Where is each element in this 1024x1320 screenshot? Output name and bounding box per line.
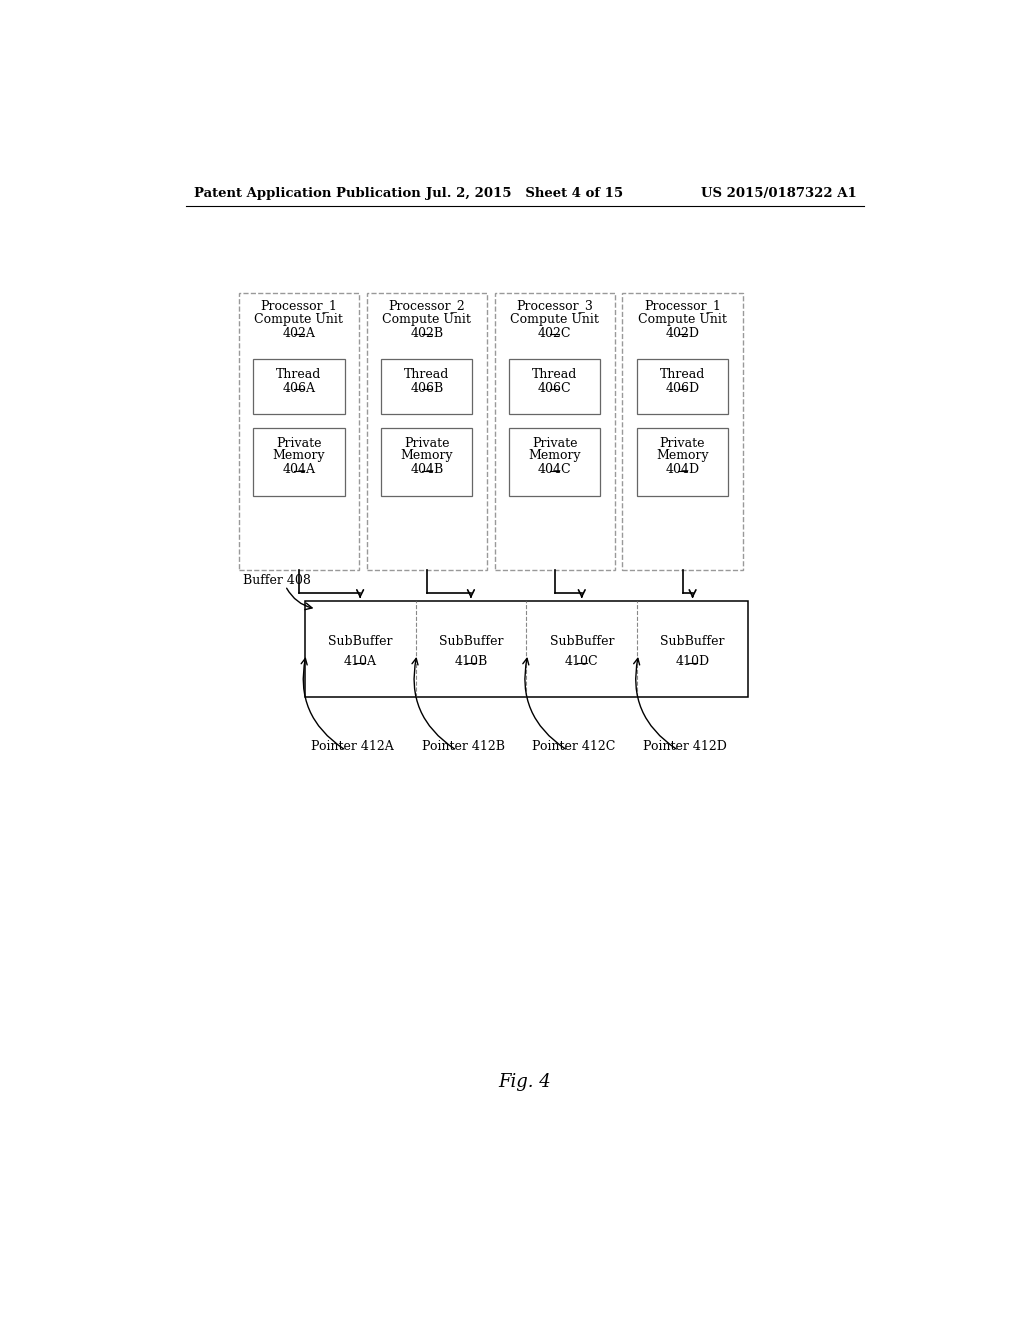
Text: 402D: 402D — [666, 327, 699, 341]
Text: Compute Unit: Compute Unit — [382, 313, 471, 326]
Bar — [253, 359, 345, 414]
Text: Pointer 412A: Pointer 412A — [311, 739, 394, 752]
Text: Thread: Thread — [404, 368, 450, 381]
Text: 402C: 402C — [538, 327, 571, 341]
Text: Thread: Thread — [276, 368, 322, 381]
Text: 402A: 402A — [283, 327, 315, 341]
Text: US 2015/0187322 A1: US 2015/0187322 A1 — [700, 187, 856, 199]
Bar — [239, 293, 359, 570]
Text: Pointer 412B: Pointer 412B — [422, 739, 505, 752]
Bar — [623, 293, 742, 570]
Text: Pointer 412D: Pointer 412D — [643, 739, 727, 752]
Bar — [509, 428, 600, 496]
Text: Processor_3: Processor_3 — [516, 300, 593, 313]
Text: 406C: 406C — [538, 381, 571, 395]
Text: SubBuffer: SubBuffer — [438, 635, 503, 648]
Text: Jul. 2, 2015   Sheet 4 of 15: Jul. 2, 2015 Sheet 4 of 15 — [426, 187, 624, 199]
Text: SubBuffer: SubBuffer — [328, 635, 392, 648]
Text: Compute Unit: Compute Unit — [638, 313, 727, 326]
Text: Memory: Memory — [528, 449, 581, 462]
Bar — [381, 359, 472, 414]
Bar — [381, 428, 472, 496]
Text: Thread: Thread — [659, 368, 706, 381]
Text: Memory: Memory — [272, 449, 326, 462]
Text: 402B: 402B — [411, 327, 443, 341]
Text: Private: Private — [404, 437, 450, 450]
Text: SubBuffer: SubBuffer — [660, 635, 725, 648]
Bar — [253, 428, 345, 496]
Text: Buffer 408: Buffer 408 — [243, 574, 310, 587]
Text: 404C: 404C — [538, 463, 571, 477]
Bar — [367, 293, 486, 570]
Text: Processor_1: Processor_1 — [260, 300, 337, 313]
Text: 404D: 404D — [666, 463, 699, 477]
Text: Memory: Memory — [400, 449, 453, 462]
Bar — [637, 428, 728, 496]
Text: 404A: 404A — [283, 463, 315, 477]
Bar — [495, 293, 614, 570]
Text: 404B: 404B — [411, 463, 443, 477]
Bar — [509, 359, 600, 414]
Text: Private: Private — [276, 437, 322, 450]
Text: Fig. 4: Fig. 4 — [499, 1073, 551, 1092]
Bar — [305, 601, 748, 697]
Bar — [637, 359, 728, 414]
Text: Processor_2: Processor_2 — [388, 300, 465, 313]
Text: Memory: Memory — [656, 449, 709, 462]
Text: 410A: 410A — [344, 656, 377, 668]
Text: SubBuffer: SubBuffer — [550, 635, 614, 648]
Text: Pointer 412C: Pointer 412C — [532, 739, 615, 752]
Text: 410D: 410D — [676, 656, 710, 668]
Text: 410C: 410C — [565, 656, 599, 668]
Text: Processor_1: Processor_1 — [644, 300, 721, 313]
Text: Patent Application Publication: Patent Application Publication — [194, 187, 421, 199]
Text: Compute Unit: Compute Unit — [254, 313, 343, 326]
Text: Private: Private — [531, 437, 578, 450]
Text: Compute Unit: Compute Unit — [510, 313, 599, 326]
Text: 406D: 406D — [666, 381, 699, 395]
Text: 410B: 410B — [455, 656, 487, 668]
Text: Private: Private — [659, 437, 706, 450]
Text: 406A: 406A — [283, 381, 315, 395]
Text: 406B: 406B — [411, 381, 443, 395]
Text: Thread: Thread — [531, 368, 578, 381]
